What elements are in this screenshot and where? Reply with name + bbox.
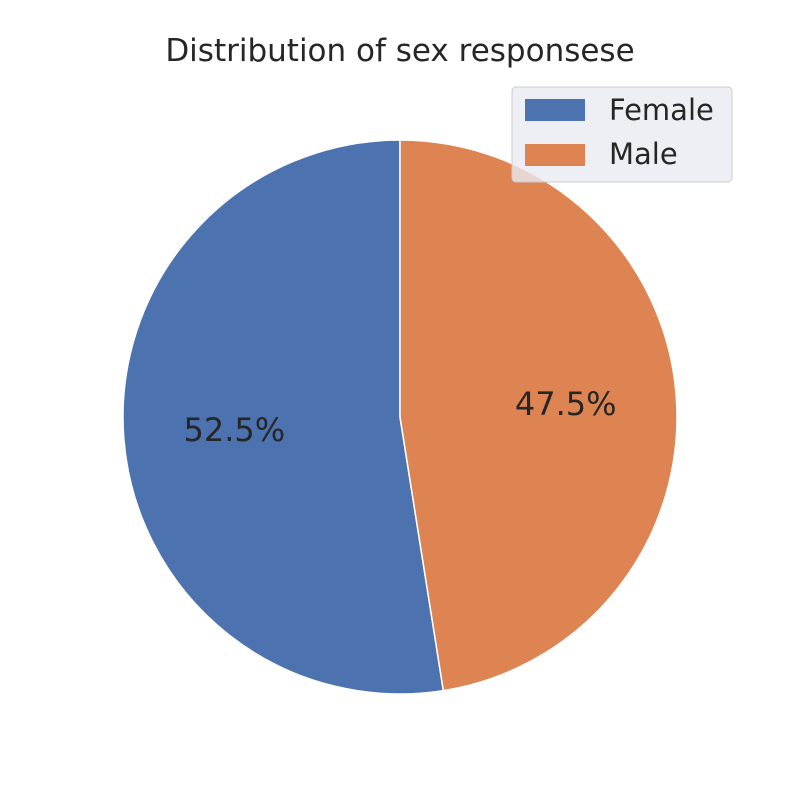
legend-swatch-female <box>525 99 585 121</box>
pie-label-male: 47.5% <box>515 385 617 423</box>
pie-slice-labels: 52.5% 47.5% <box>183 385 616 449</box>
legend-label-female: Female <box>609 93 714 127</box>
legend-swatch-male <box>525 144 585 166</box>
legend: Female Male <box>511 86 733 183</box>
chart-title: Distribution of sex responsese <box>165 33 634 69</box>
legend-label-male: Male <box>609 137 678 171</box>
pie-slice-female <box>122 139 445 695</box>
pie-label-female: 52.5% <box>183 411 285 449</box>
